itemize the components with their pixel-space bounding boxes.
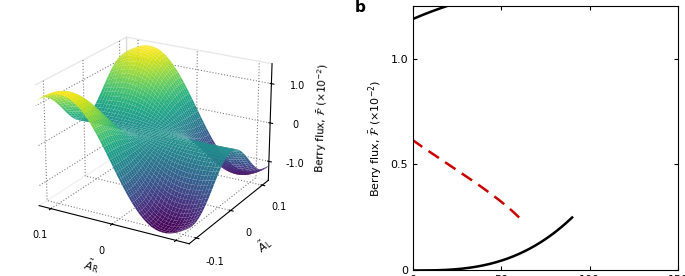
X-axis label: $\tilde{A}_\mathrm{R}$: $\tilde{A}_\mathrm{R}$ <box>82 256 101 276</box>
Text: b: b <box>355 0 366 15</box>
Y-axis label: Berry flux, $\bar{\mathcal{F}}$ ($\times$10$^{-2}$): Berry flux, $\bar{\mathcal{F}}$ ($\times… <box>367 79 385 197</box>
Y-axis label: $\tilde{A}_\mathrm{L}$: $\tilde{A}_\mathrm{L}$ <box>253 233 275 256</box>
